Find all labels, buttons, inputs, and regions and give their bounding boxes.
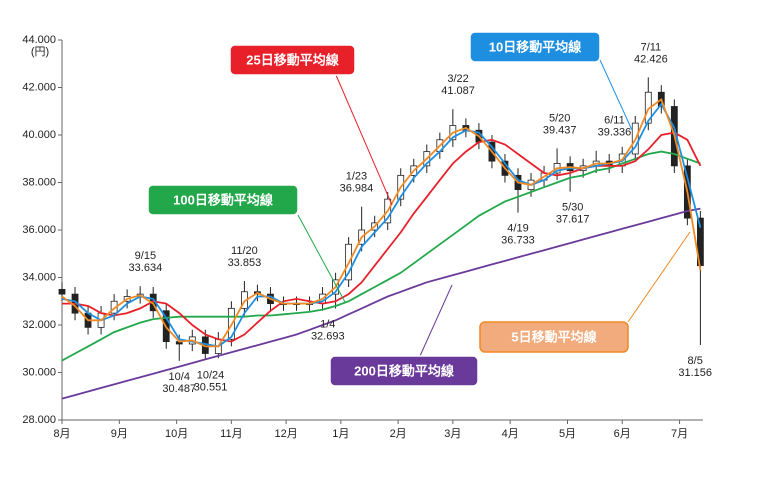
annotation-date: 1/4 — [320, 318, 335, 330]
y-tick-label: 34.000 — [22, 271, 56, 283]
y-tick-label: 42.000 — [22, 81, 56, 93]
annotation-date: 5/30 — [562, 202, 583, 214]
x-tick-label: 9月 — [111, 428, 128, 440]
annotation-value: 32.693 — [311, 330, 345, 342]
annotation-date: 5/20 — [549, 112, 570, 124]
legend-label: 5日移動平均線 — [511, 329, 597, 344]
annotation-date: 4/19 — [507, 222, 528, 234]
annotation-date: 6/11 — [604, 115, 625, 127]
legend-box — [469, 31, 601, 63]
ma-line — [61, 102, 702, 348]
callout-leader — [335, 74, 393, 206]
legend-box — [147, 184, 299, 216]
x-tick-label: 11月 — [220, 428, 242, 440]
annotation-value: 31.156 — [678, 367, 712, 379]
x-tick-label: 7月 — [671, 428, 688, 440]
annotation-value: 36.733 — [501, 234, 535, 246]
y-tick-label: 38.000 — [22, 176, 56, 188]
callout-leader — [297, 214, 346, 303]
x-tick-label: 4月 — [502, 428, 519, 440]
annotation-date: 10/24 — [197, 369, 225, 381]
annotation-value: 36.984 — [340, 183, 374, 195]
annotation-value: 33.853 — [228, 257, 262, 269]
x-tick-label: 8月 — [53, 428, 70, 440]
y-tick-label: 40.000 — [22, 129, 56, 141]
x-tick-label: 12月 — [274, 428, 297, 440]
annotation-value: 30.487 — [162, 383, 196, 395]
annotation-date: 10/4 — [169, 371, 190, 383]
x-tick-label: 10月 — [165, 428, 188, 440]
annotation-value: 30.551 — [194, 381, 228, 393]
y-tick-label: 28.000 — [22, 414, 56, 426]
x-tick-label: 1月 — [332, 428, 349, 440]
x-tick-label: 3月 — [444, 428, 461, 440]
y-tick-label: 44.000 — [22, 34, 56, 46]
annotation-date: 9/15 — [135, 250, 156, 262]
ma-line — [61, 97, 702, 348]
legend-label: 200日移動平均線 — [354, 363, 455, 378]
annotation-date: 11/20 — [231, 245, 258, 257]
x-tick-label: 2月 — [390, 428, 407, 440]
annotation-value: 33.634 — [129, 262, 163, 274]
annotation-value: 39.336 — [598, 127, 632, 139]
annotation-date: 1/23 — [346, 171, 367, 183]
legend-label: 25日移動平均線 — [246, 52, 339, 67]
x-tick-label: 6月 — [614, 428, 631, 440]
x-tick-label: 5月 — [559, 428, 576, 440]
legend-label: 10日移動平均線 — [489, 39, 582, 54]
y-unit: (円) — [31, 46, 49, 58]
callout-leader — [599, 59, 633, 131]
callout-leader — [419, 284, 453, 357]
annotation-value: 41.087 — [441, 85, 475, 97]
annotation-value: 37.617 — [556, 214, 590, 226]
y-tick-label: 36.000 — [22, 224, 56, 236]
annotation-date: 3/22 — [447, 73, 468, 85]
annotation-date: 7/11 — [641, 41, 662, 53]
annotation-value: 39.437 — [543, 124, 577, 136]
legend-box — [479, 321, 629, 353]
annotation-value: 42.426 — [634, 53, 668, 65]
legend-box — [329, 355, 479, 387]
ma-line — [61, 207, 701, 400]
candle-body — [58, 288, 66, 295]
ma-line — [61, 150, 701, 362]
callout-leader — [627, 231, 691, 323]
legend-label: 100日移動平均線 — [173, 192, 274, 207]
y-tick-label: 32.000 — [22, 319, 56, 331]
legend-box — [229, 44, 356, 76]
annotation-date: 8/5 — [688, 355, 703, 367]
y-tick-label: 30.000 — [22, 366, 56, 378]
